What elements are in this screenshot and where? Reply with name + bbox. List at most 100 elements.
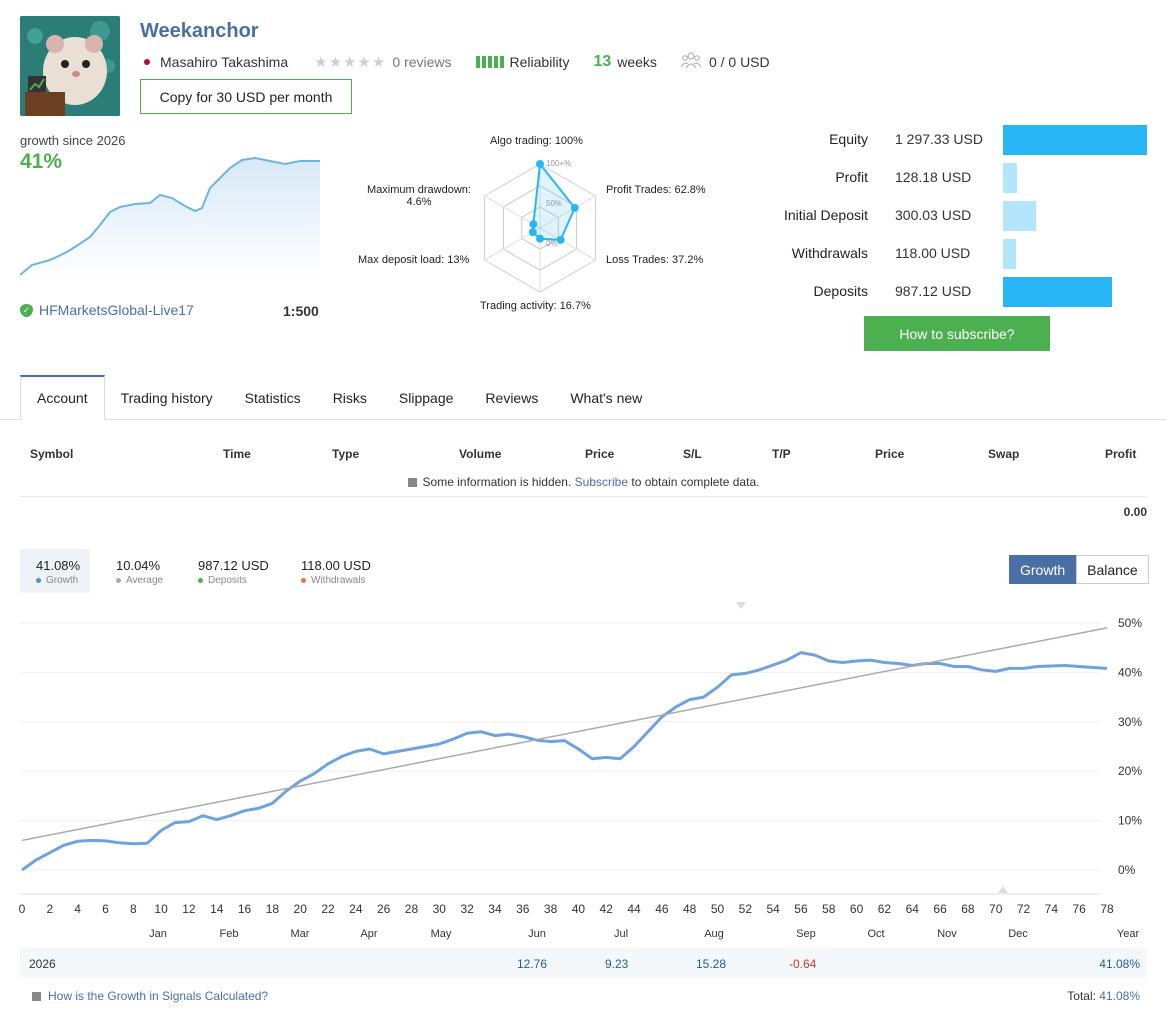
x-tick-label: 44 (627, 902, 641, 916)
col-symbol[interactable]: Symbol (30, 447, 74, 461)
x-tick-label: 10 (154, 902, 168, 916)
stat-deposits-label: Deposits (208, 575, 247, 586)
equity-label: Withdrawals (791, 245, 868, 261)
withdrawals-dot-icon (301, 578, 306, 583)
tab-account[interactable]: Account (20, 375, 105, 420)
radar-ring-label: 0% (546, 239, 558, 248)
x-tick-label: 62 (878, 902, 892, 916)
reviews-count[interactable]: 0 reviews (392, 54, 452, 70)
growth-dot-icon (36, 578, 41, 583)
hidden-info-notice: Some information is hidden. Subscribe to… (0, 475, 1167, 489)
y-tick-label: 40% (1118, 665, 1142, 679)
growth-help-link[interactable]: How is the Growth in Signals Calculated? (32, 989, 268, 1003)
month-label: Apr (360, 928, 377, 940)
author-name[interactable]: Masahiro Takashima (160, 54, 289, 70)
stat-average-label: Average (126, 575, 164, 586)
tab-trading-history[interactable]: Trading history (120, 389, 213, 406)
tab-whats-new[interactable]: What's new (570, 389, 643, 406)
col-time[interactable]: Time (223, 447, 251, 461)
x-tick-label: 14 (210, 902, 224, 916)
tab-bar: Account Trading history Statistics Risks… (20, 375, 1167, 420)
broker-link[interactable]: ✓ HFMarketsGlobal-Live17 (20, 302, 194, 318)
radar-ring-label: 50% (546, 199, 562, 208)
month-label: May (431, 928, 452, 940)
equity-row-equity: Equity 1 297.33 USD (760, 125, 1160, 155)
x-tick-label: 20 (294, 902, 308, 916)
growth-toggle-button[interactable]: Growth (1009, 555, 1077, 584)
x-tick-label: 26 (377, 902, 391, 916)
radar-point (556, 235, 565, 244)
equity-value: 118.00 USD (895, 245, 971, 261)
month-label: Oct (867, 928, 884, 940)
col-profit[interactable]: Profit (1105, 447, 1137, 461)
tab-reviews[interactable]: Reviews (485, 389, 539, 406)
year-total: 41.08% (1099, 957, 1140, 971)
equity-bar (1003, 163, 1018, 193)
x-tick-label: 56 (794, 902, 808, 916)
stat-withdrawals-label: Withdrawals (311, 575, 366, 586)
radar-label-activity: Trading activity: 16.7% (480, 300, 591, 312)
radar-spoke (539, 227, 596, 261)
month-label: Jun (528, 928, 546, 940)
stat-deposits-value: 987.12 USD (198, 558, 269, 573)
how-to-subscribe-button[interactable]: How to subscribe? (864, 316, 1050, 351)
broker-name[interactable]: HFMarketsGlobal-Live17 (39, 302, 194, 318)
equity-row-withdrawals: Withdrawals 118.00 USD (760, 239, 1160, 269)
x-tick-label: 6 (102, 902, 109, 916)
subscribe-link[interactable]: Subscribe (574, 475, 629, 489)
col-tp[interactable]: T/P (772, 447, 791, 461)
col-price-close[interactable]: Price (875, 447, 905, 461)
y-tick-label: 20% (1118, 764, 1142, 778)
tab-risks[interactable]: Risks (332, 389, 367, 406)
y-tick-label: 30% (1118, 715, 1142, 729)
x-tick-label: 12 (182, 902, 196, 916)
stat-growth[interactable]: 41.08% Growth (20, 549, 91, 593)
equity-label: Initial Deposit (783, 207, 868, 223)
radar-label-algo: Algo trading: 100% (490, 135, 583, 147)
col-type[interactable]: Type (332, 447, 360, 461)
hidden-info-text: Some information is hidden. (422, 475, 572, 489)
subscribers-icon (680, 51, 702, 73)
copy-button[interactable]: Copy for 30 USD per month (140, 79, 352, 114)
x-tick-label: 4 (74, 902, 81, 916)
x-tick-label: 58 (822, 902, 836, 916)
year-summary-row: 2026 12.76 9.23 15.28 -0.64 41.08% (20, 948, 1147, 978)
x-tick-label: 38 (544, 902, 558, 916)
chart-mode-toggle: Growth Balance (1009, 555, 1149, 584)
month-label: Feb (220, 928, 239, 940)
month-label: Nov (937, 928, 957, 940)
avatar (20, 16, 120, 116)
col-sl[interactable]: S/L (683, 447, 702, 461)
x-tick-label: 68 (961, 902, 975, 916)
col-volume[interactable]: Volume (459, 447, 502, 461)
radar-max-dd-title: Maximum drawdown: (367, 184, 471, 196)
stat-average[interactable]: 10.04% Average (100, 549, 173, 593)
footer-total: Total: 41.08% (1067, 989, 1140, 1003)
x-tick-label: 46 (655, 902, 669, 916)
equity-row-initial-deposit: Initial Deposit 300.03 USD (760, 201, 1160, 231)
tab-statistics[interactable]: Statistics (244, 389, 301, 406)
x-tick-label: 34 (488, 902, 502, 916)
y-tick-label: 0% (1118, 863, 1136, 877)
growth-help-text[interactable]: How is the Growth in Signals Calculated? (48, 989, 269, 1003)
stat-deposits[interactable]: 987.12 USD Deposits (182, 549, 279, 593)
col-price-open[interactable]: Price (585, 447, 615, 461)
equity-row-deposits: Deposits 987.12 USD (760, 277, 1160, 307)
stat-average-value: 10.04% (116, 558, 161, 573)
y-tick-label: 50% (1118, 616, 1142, 630)
x-tick-label: 40 (572, 902, 586, 916)
balance-toggle-button[interactable]: Balance (1076, 555, 1149, 584)
radar-max-dd-value: 4.6% (406, 196, 432, 208)
radar-chart: 100+% 50% 0% (484, 159, 596, 293)
col-swap[interactable]: Swap (988, 447, 1020, 461)
radar-point (570, 203, 579, 212)
tab-slippage[interactable]: Slippage (398, 389, 454, 406)
stat-withdrawals[interactable]: 118.00 USD Withdrawals (285, 549, 381, 593)
author-status-dot (144, 59, 150, 65)
stat-growth-label: Growth (46, 575, 79, 586)
x-tick-label: 50 (711, 902, 725, 916)
radar-label-profit-trades: Profit Trades: 62.8% (606, 184, 706, 196)
average-dot-icon (116, 578, 121, 583)
signal-title[interactable]: Weekanchor (140, 20, 259, 42)
subscribers-value: 0 / 0 USD (708, 54, 770, 70)
